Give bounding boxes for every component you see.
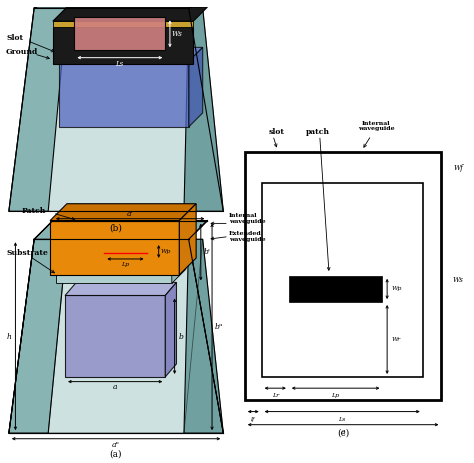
- Text: Wf: Wf: [453, 164, 463, 172]
- Text: patch: patch: [306, 128, 330, 136]
- Polygon shape: [34, 220, 207, 239]
- Polygon shape: [55, 274, 172, 283]
- Polygon shape: [184, 239, 223, 433]
- Text: b': b': [204, 249, 211, 257]
- Text: Lp: Lp: [121, 262, 129, 267]
- Text: Internal
waveguide: Internal waveguide: [357, 121, 394, 131]
- Polygon shape: [59, 62, 189, 127]
- Polygon shape: [34, 0, 207, 8]
- Polygon shape: [53, 21, 193, 27]
- Text: Wr: Wr: [392, 337, 401, 342]
- Text: lf: lf: [251, 417, 255, 422]
- Polygon shape: [74, 18, 165, 50]
- Text: Slot: Slot: [6, 34, 23, 42]
- Text: Ground: Ground: [6, 48, 38, 56]
- Text: (b): (b): [109, 224, 122, 232]
- Text: a: a: [112, 383, 117, 391]
- Text: a": a": [111, 441, 119, 449]
- Polygon shape: [53, 27, 193, 64]
- Text: a: a: [341, 428, 346, 436]
- Polygon shape: [179, 204, 196, 275]
- Text: Ls: Ls: [115, 60, 124, 68]
- Polygon shape: [172, 260, 186, 283]
- Polygon shape: [184, 8, 223, 211]
- Polygon shape: [55, 260, 186, 274]
- Text: slot: slot: [268, 128, 284, 136]
- Polygon shape: [9, 239, 223, 433]
- Polygon shape: [9, 239, 67, 433]
- Polygon shape: [53, 7, 207, 21]
- Text: Substrate: Substrate: [6, 250, 48, 257]
- Text: Wp: Wp: [161, 249, 172, 254]
- Polygon shape: [65, 295, 165, 377]
- Text: Lr: Lr: [272, 393, 279, 398]
- Text: Patch: Patch: [22, 207, 46, 215]
- Polygon shape: [59, 47, 203, 62]
- Text: Ls: Ls: [338, 417, 346, 422]
- Polygon shape: [50, 204, 196, 220]
- Bar: [262, 183, 423, 377]
- Text: (c): (c): [337, 429, 349, 438]
- Text: Lp: Lp: [332, 393, 340, 398]
- Text: (a): (a): [109, 449, 122, 458]
- Bar: [245, 152, 441, 400]
- Text: b": b": [214, 323, 223, 332]
- Text: Extended
waveguide: Extended waveguide: [229, 231, 265, 242]
- Text: a': a': [127, 210, 133, 218]
- Text: h: h: [7, 333, 11, 341]
- Text: Internal
waveguide: Internal waveguide: [229, 213, 265, 224]
- Text: b: b: [179, 333, 183, 341]
- Polygon shape: [9, 8, 67, 211]
- Polygon shape: [65, 282, 176, 295]
- Text: Ws: Ws: [453, 276, 464, 284]
- Polygon shape: [165, 282, 176, 377]
- Polygon shape: [189, 47, 203, 127]
- Text: Ws: Ws: [172, 30, 183, 38]
- Polygon shape: [50, 220, 179, 275]
- Polygon shape: [9, 8, 223, 211]
- Bar: [289, 276, 383, 302]
- Text: Wp: Wp: [392, 287, 401, 291]
